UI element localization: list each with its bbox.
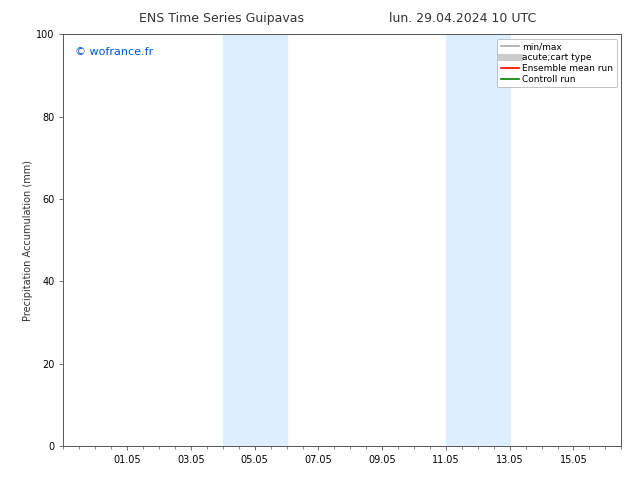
- Text: © wofrance.fr: © wofrance.fr: [75, 47, 153, 57]
- Bar: [223, 34, 287, 446]
- Bar: [446, 34, 510, 446]
- Text: lun. 29.04.2024 10 UTC: lun. 29.04.2024 10 UTC: [389, 12, 536, 25]
- Y-axis label: Precipitation Accumulation (mm): Precipitation Accumulation (mm): [23, 160, 33, 320]
- Text: ENS Time Series Guipavas: ENS Time Series Guipavas: [139, 12, 304, 25]
- Legend: min/max, acute;cart type, Ensemble mean run, Controll run: min/max, acute;cart type, Ensemble mean …: [497, 39, 617, 87]
